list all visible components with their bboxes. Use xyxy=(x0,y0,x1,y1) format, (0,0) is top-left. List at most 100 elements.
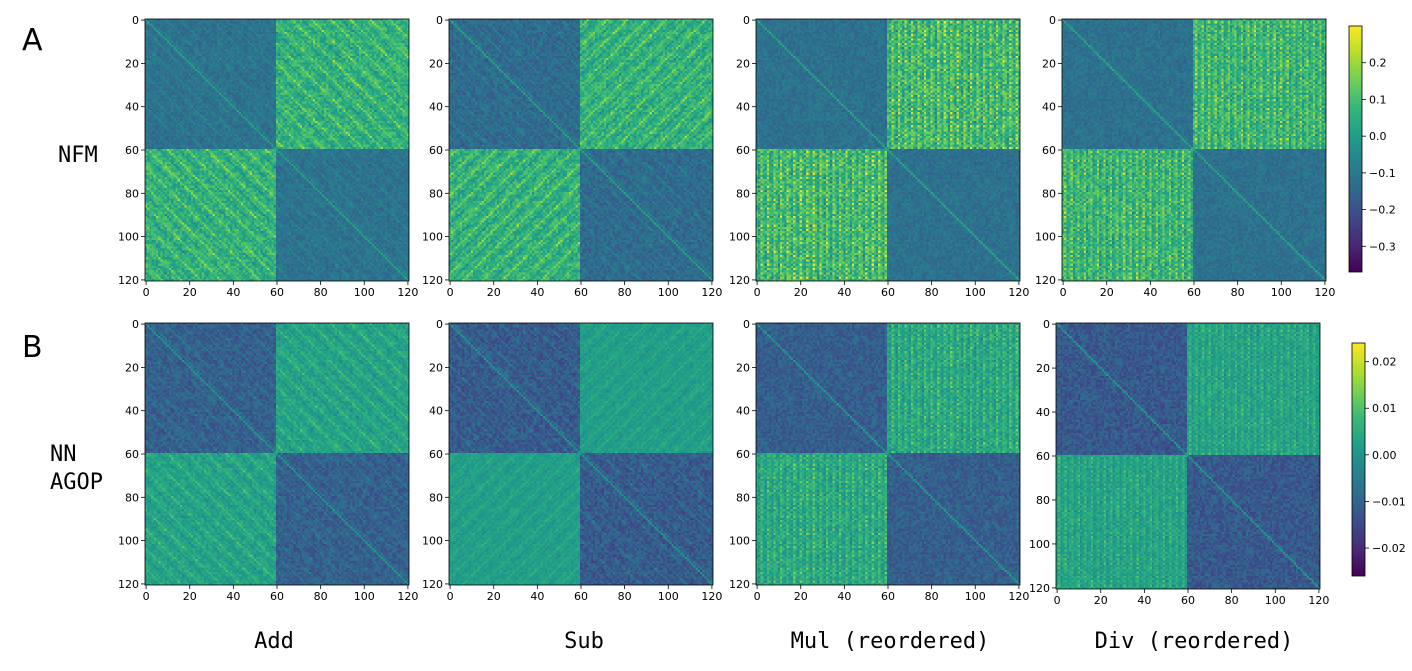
x-tick-label: 60 xyxy=(574,286,588,299)
row-label-nfm: NFM xyxy=(58,143,98,168)
x-tick-label: 0 xyxy=(754,590,761,603)
y-tick-label: 60 xyxy=(429,144,443,157)
x-tick-label: 40 xyxy=(837,286,851,299)
y-tick-label: 0 xyxy=(132,14,139,27)
colorbar-tick-label: 0.1 xyxy=(1369,93,1387,106)
y-tick-label: 0 xyxy=(132,318,139,331)
y-tick-label: 60 xyxy=(125,448,139,461)
x-tick-label: 0 xyxy=(1060,286,1067,299)
x-tick-label: 120 xyxy=(1008,286,1029,299)
x-tick-label: 0 xyxy=(143,590,150,603)
y-tick-label: 120 xyxy=(422,274,443,287)
x-tick-label: 120 xyxy=(1314,286,1335,299)
x-tick-label: 20 xyxy=(487,286,501,299)
y-tick-label: 60 xyxy=(736,448,750,461)
x-tick-label: 80 xyxy=(314,590,328,603)
x-tick-label: 20 xyxy=(183,590,197,603)
x-tick-label: 0 xyxy=(754,286,761,299)
y-tick-label: 0 xyxy=(743,14,750,27)
x-tick-label: 0 xyxy=(1054,594,1061,607)
colorbar-tick-label: −0.2 xyxy=(1369,204,1396,217)
heatmap-image xyxy=(145,19,409,281)
x-tick-label: 40 xyxy=(530,590,544,603)
heatmap-image xyxy=(1062,19,1326,281)
x-tick-label: 0 xyxy=(447,286,454,299)
heatmap-agop-div: 0 20 40 60 80 100 120 0 20 40 60 80 100 120 xyxy=(1029,318,1329,607)
y-tick-label: 40 xyxy=(1042,101,1056,114)
y-tick-label: 60 xyxy=(125,144,139,157)
y-tick-label: 20 xyxy=(1042,57,1056,70)
x-tick-label: 40 xyxy=(1143,286,1157,299)
x-tick-label: 20 xyxy=(487,590,501,603)
x-tick-label: 60 xyxy=(270,590,284,603)
x-tick-label: 100 xyxy=(965,590,986,603)
y-tick-label: 100 xyxy=(729,231,750,244)
y-tick-label: 20 xyxy=(736,57,750,70)
x-tick-label: 100 xyxy=(1271,286,1292,299)
column-title-add: Add xyxy=(254,629,294,654)
y-tick-label: 0 xyxy=(743,318,750,331)
y-tick-label: 20 xyxy=(429,57,443,70)
y-tick-label: 20 xyxy=(736,361,750,374)
y-tick-label: 40 xyxy=(1036,406,1050,419)
x-tick-label: 80 xyxy=(1231,286,1245,299)
y-tick-label: 100 xyxy=(1029,538,1050,551)
x-tick-label: 60 xyxy=(881,286,895,299)
colorbar-tick-label: 0.2 xyxy=(1369,57,1387,70)
x-tick-label: 40 xyxy=(1137,594,1151,607)
y-tick-label: 40 xyxy=(429,101,443,114)
heatmap-nfm-add: 0 20 40 60 80 100 120 0 20 40 60 80 100 120 xyxy=(118,14,418,299)
y-tick-label: 20 xyxy=(125,361,139,374)
y-tick-label: 40 xyxy=(125,101,139,114)
x-tick-label: 20 xyxy=(183,286,197,299)
y-tick-label: 100 xyxy=(422,535,443,548)
heatmap-image xyxy=(145,323,409,585)
y-tick-label: 0 xyxy=(1049,14,1056,27)
colorbar-tick-label: −0.1 xyxy=(1369,167,1396,180)
heatmap-nfm-sub: 0 20 40 60 80 100 120 0 20 40 60 80 100 120 xyxy=(422,14,722,299)
x-tick-label: 60 xyxy=(1181,594,1195,607)
heatmap-agop-sub: 0 20 40 60 80 100 120 0 20 40 60 80 100 120 xyxy=(422,318,722,603)
heatmap-agop-add: 0 20 40 60 80 100 120 0 20 40 60 80 100 120 xyxy=(118,318,418,603)
x-tick-label: 80 xyxy=(925,286,939,299)
x-tick-label: 120 xyxy=(397,286,418,299)
row-label-nn: NN xyxy=(50,442,77,467)
x-tick-label: 100 xyxy=(354,590,375,603)
x-tick-label: 100 xyxy=(1265,594,1286,607)
y-tick-label: 100 xyxy=(1035,231,1056,244)
heatmap-image xyxy=(756,323,1020,585)
heatmap-nfm-div: 0 20 40 60 80 100 120 0 20 40 60 80 100 120 xyxy=(1035,14,1335,299)
column-title-sub: Sub xyxy=(564,629,604,654)
colorbar-agop: 0.02 0.01 0.00 −0.01 −0.02 xyxy=(1351,342,1406,577)
y-tick-label: 60 xyxy=(736,144,750,157)
x-tick-label: 40 xyxy=(226,590,240,603)
heatmap-panels: 0 20 40 60 80 100 120 0 20 40 60 80 100 120 0 20 40 60 80 1… xyxy=(118,14,1335,607)
y-tick-label: 0 xyxy=(1043,318,1050,331)
colorbars: 0.2 0.1 0.0 −0.1 −0.2 −0.3 0.02 0.01 0.00 −0.01 −0… xyxy=(1348,25,1406,577)
x-tick-label: 60 xyxy=(270,286,284,299)
x-tick-label: 40 xyxy=(837,590,851,603)
x-tick-label: 120 xyxy=(1308,594,1329,607)
heatmap-image xyxy=(449,19,713,281)
panel-label-b: B xyxy=(22,330,43,365)
column-title-div: Div (reordered) xyxy=(1095,629,1294,654)
colorbar-tick-label: −0.3 xyxy=(1369,240,1396,253)
y-tick-label: 40 xyxy=(429,405,443,418)
y-tick-label: 60 xyxy=(1036,450,1050,463)
y-tick-label: 80 xyxy=(1042,187,1056,200)
colorbar-tick-label: −0.01 xyxy=(1372,495,1406,508)
y-tick-label: 20 xyxy=(429,361,443,374)
y-tick-label: 80 xyxy=(429,491,443,504)
y-tick-label: 40 xyxy=(125,405,139,418)
y-tick-label: 80 xyxy=(125,187,139,200)
x-tick-label: 120 xyxy=(701,590,722,603)
x-tick-label: 20 xyxy=(794,590,808,603)
y-tick-label: 120 xyxy=(422,578,443,591)
y-tick-label: 100 xyxy=(118,535,139,548)
y-tick-label: 80 xyxy=(736,187,750,200)
x-tick-label: 0 xyxy=(447,590,454,603)
x-tick-label: 60 xyxy=(1187,286,1201,299)
y-tick-label: 120 xyxy=(118,274,139,287)
x-tick-label: 120 xyxy=(1008,590,1029,603)
